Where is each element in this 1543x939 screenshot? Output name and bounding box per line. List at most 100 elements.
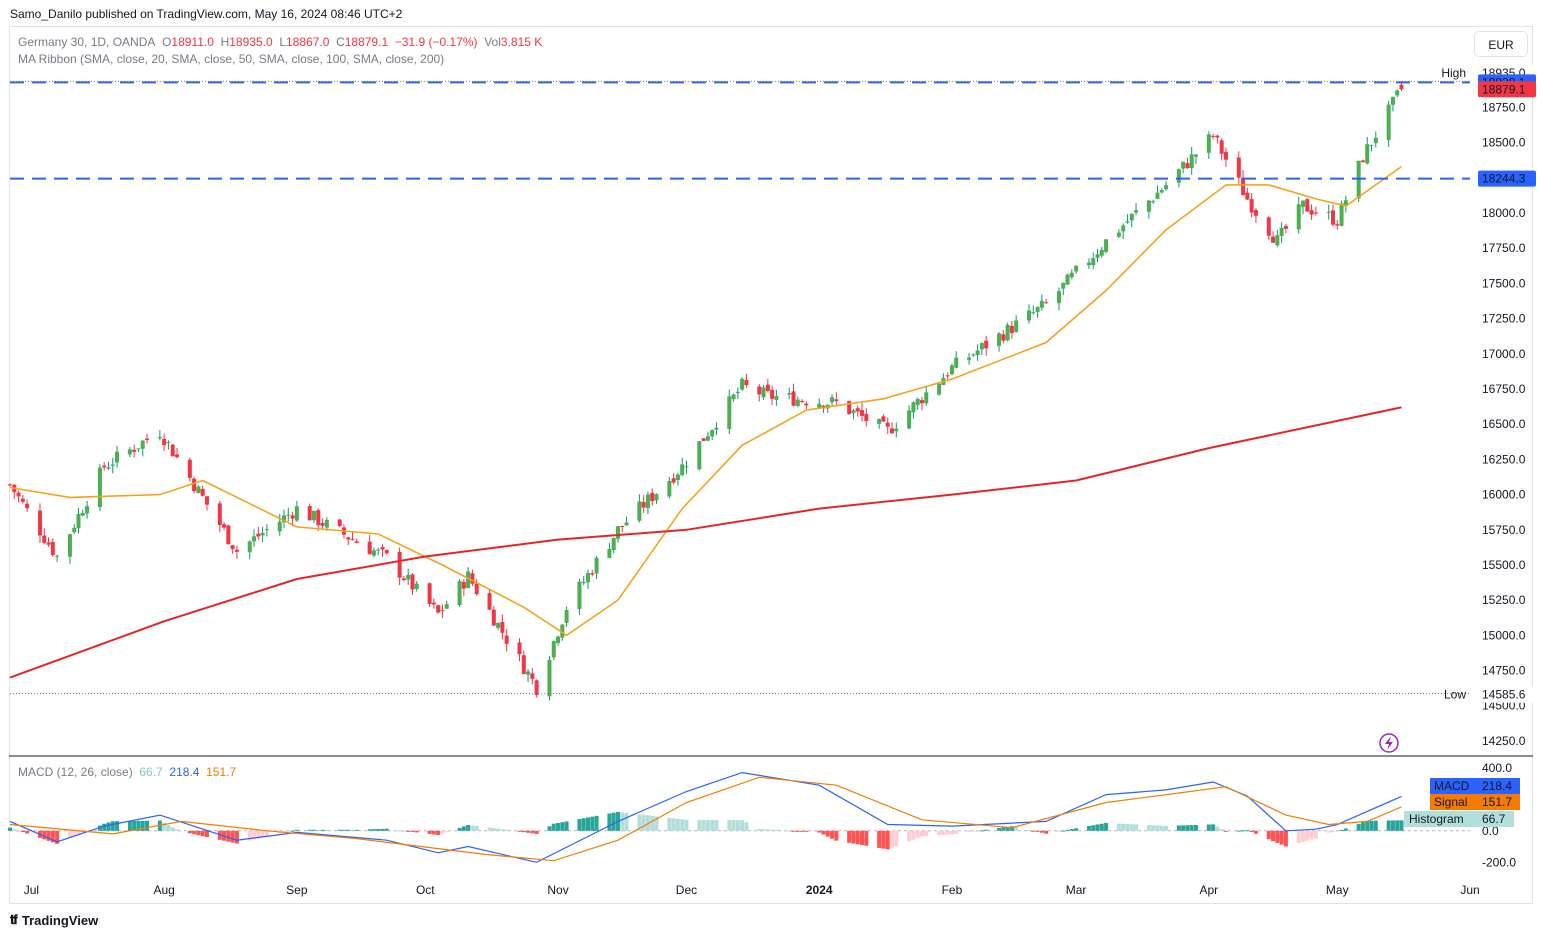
candle-body xyxy=(46,542,51,545)
candle-body xyxy=(795,399,800,407)
candle xyxy=(1275,230,1280,247)
candle xyxy=(204,496,209,511)
macd-legend[interactable]: MACD (12, 26, close) 66.7 218.4 151.7 xyxy=(18,765,236,779)
macd-histogram-bar xyxy=(1146,825,1151,831)
macd-histogram-bar xyxy=(791,830,796,832)
currency-button[interactable]: EUR xyxy=(1474,31,1528,57)
candle xyxy=(1014,315,1019,333)
candle xyxy=(727,389,732,435)
candle-body xyxy=(256,533,261,537)
macd-histogram-bar xyxy=(1283,830,1288,847)
macd-histogram-bar xyxy=(457,827,462,831)
candle xyxy=(1313,206,1318,216)
candle-body xyxy=(997,333,1002,346)
candle xyxy=(1395,89,1400,98)
candle-body xyxy=(521,655,526,674)
candle xyxy=(46,537,51,547)
last-price-tag-bg xyxy=(1478,81,1536,98)
candle-body xyxy=(80,512,85,516)
candle xyxy=(1206,131,1211,159)
footer-brand[interactable]: 𝐭𝐟 TradingView xyxy=(10,912,98,928)
time-tick-label: Aug xyxy=(153,883,174,897)
candle xyxy=(20,494,25,504)
open-value: 18911.0 xyxy=(171,35,214,49)
macd-histogram-bar xyxy=(774,829,779,831)
candle xyxy=(1253,208,1258,223)
candle xyxy=(115,445,120,468)
macd-histogram-bar xyxy=(731,820,736,831)
candle xyxy=(1035,306,1040,318)
candle-body xyxy=(145,438,150,441)
candle-body xyxy=(1335,224,1340,226)
macd-histogram-bar xyxy=(256,830,261,839)
candle-body xyxy=(290,515,295,519)
candle-body xyxy=(140,440,145,449)
candle-body xyxy=(800,400,805,402)
candle xyxy=(256,526,261,540)
macd-histogram-bar xyxy=(80,830,85,833)
macd-histogram-bar xyxy=(316,829,321,831)
candle xyxy=(12,484,17,499)
candle xyxy=(949,363,954,376)
candle xyxy=(157,430,162,441)
macd-histogram-bar xyxy=(487,827,492,831)
ma-ribbon-legend[interactable]: MA Ribbon (SMA, close, 20, SMA, close, 5… xyxy=(18,52,445,66)
candle xyxy=(825,404,830,413)
candle-body xyxy=(517,642,522,655)
macd-legend-signal: 151.7 xyxy=(206,765,237,779)
candle-body xyxy=(491,609,496,626)
candle xyxy=(697,440,702,471)
macd-histogram-bar xyxy=(20,830,25,833)
candle-body xyxy=(1151,201,1156,203)
candle xyxy=(1283,223,1288,234)
macd-histogram-bar xyxy=(1330,830,1335,833)
lightning-icon[interactable] xyxy=(1379,733,1399,753)
candle-body xyxy=(1065,274,1070,285)
macd-histogram-bar xyxy=(380,828,385,831)
candle xyxy=(855,405,860,417)
candle-body xyxy=(1365,144,1370,164)
macd-histogram-bar xyxy=(825,830,830,837)
candle xyxy=(624,516,629,526)
macd-histogram-bar xyxy=(1181,825,1186,831)
candle-body xyxy=(1044,302,1049,304)
candle-body xyxy=(1326,211,1331,213)
macd-histogram-bar xyxy=(1206,824,1211,831)
macd-histogram-bar xyxy=(192,830,197,835)
candle xyxy=(440,604,445,618)
candle-body xyxy=(1116,232,1121,237)
candle-body xyxy=(864,413,869,422)
candle xyxy=(397,547,402,586)
macd-histogram-bar xyxy=(1095,824,1100,831)
ma-line-sma-200 xyxy=(9,406,1402,679)
candle-body xyxy=(915,399,920,406)
candle xyxy=(431,598,436,609)
candle xyxy=(140,440,145,457)
macd-histogram-bar xyxy=(67,830,72,839)
macd-title: MACD (12, 26, close) xyxy=(18,765,133,779)
macd-histogram-bar xyxy=(132,820,137,831)
last-price-tag: 18879.1 xyxy=(1478,81,1536,98)
candle-body xyxy=(967,357,972,360)
macd-histogram-bar xyxy=(384,828,389,831)
macd-histogram-bar xyxy=(885,830,890,850)
support-level-tag: 18244.3 xyxy=(1478,170,1536,187)
candle-body xyxy=(1215,135,1220,138)
macd-histogram-bar xyxy=(581,818,586,831)
candle-body xyxy=(654,494,659,501)
candle-body xyxy=(217,503,222,526)
macd-tag-value-bg xyxy=(1478,778,1520,794)
candle-body xyxy=(1129,213,1134,221)
price-tick-label: 15500.0 xyxy=(1482,558,1526,572)
macd-histogram-bar xyxy=(949,830,954,835)
candle xyxy=(530,668,535,685)
candle-body xyxy=(577,581,582,610)
macd-histogram-bar xyxy=(680,819,685,831)
candle-body xyxy=(770,389,775,399)
candle-body xyxy=(1134,210,1139,213)
macd-histogram-bar xyxy=(461,826,466,831)
candle-body xyxy=(615,526,620,539)
macd-histogram-bar xyxy=(42,830,47,840)
candle xyxy=(1356,160,1361,203)
